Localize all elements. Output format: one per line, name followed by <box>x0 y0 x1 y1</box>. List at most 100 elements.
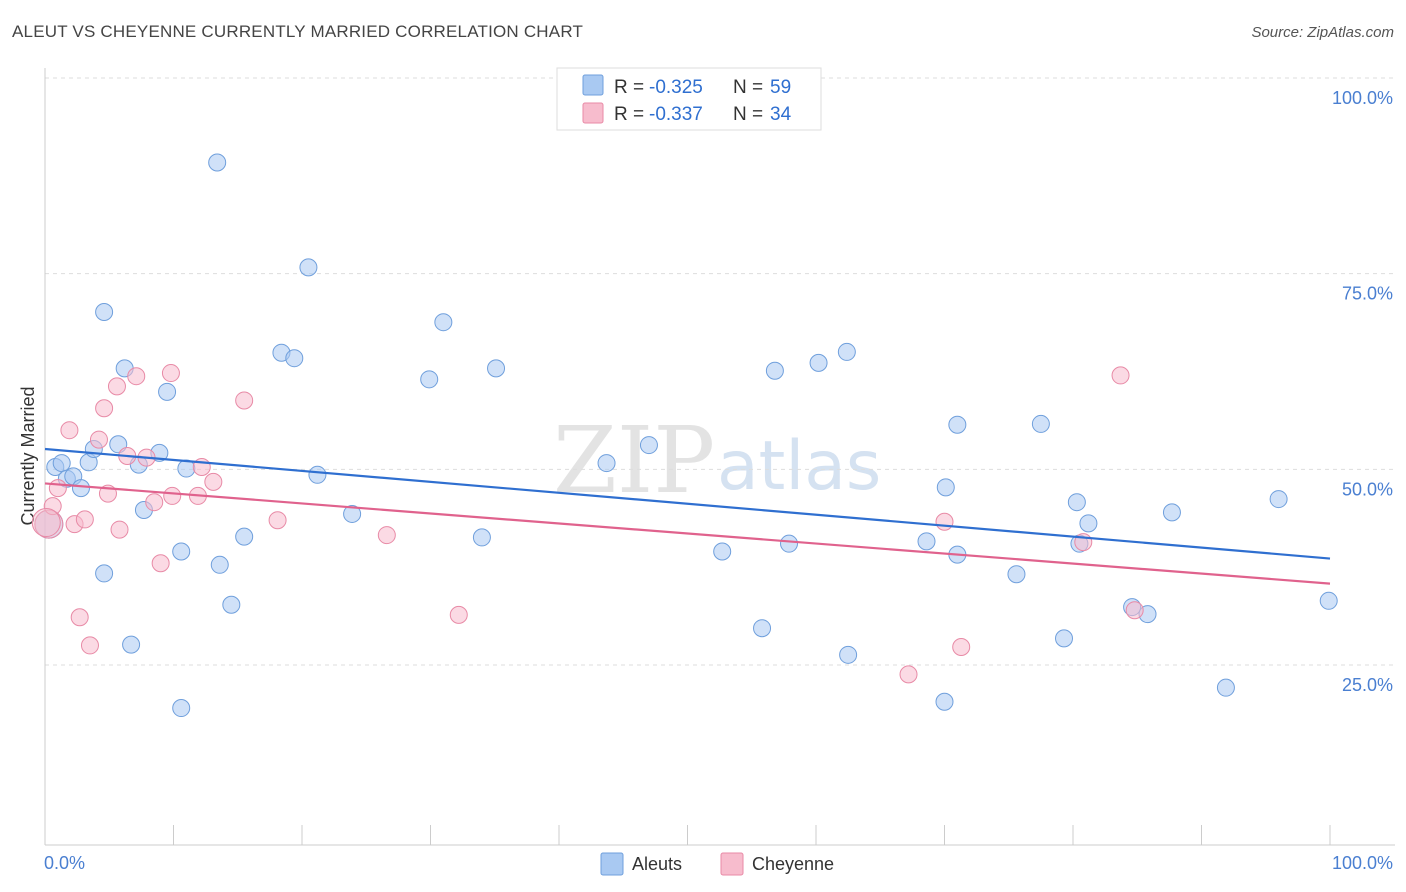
aleuts-point-56 <box>1216 678 1235 697</box>
aleuts-point-9 <box>95 303 114 322</box>
legend-label-aleuts[interactable]: Aleuts <box>632 854 682 874</box>
aleuts-point-17 <box>172 542 191 561</box>
cheyenne-point-11 <box>107 377 126 396</box>
aleuts-point-58 <box>1319 591 1338 610</box>
aleuts-point-39 <box>809 353 828 372</box>
watermark-atlas: atlas <box>717 427 881 506</box>
cheyenne-point-31 <box>1111 366 1130 385</box>
cheyenne-point-3 <box>60 421 79 440</box>
aleuts-point-50 <box>1067 493 1086 512</box>
x-tick-label-max: 100.0% <box>1332 853 1393 873</box>
aleuts-point-12 <box>122 635 141 654</box>
aleuts-point-28 <box>343 504 362 523</box>
stats-n-value-cheyenne: 34 <box>770 104 792 125</box>
cheyenne-point-14 <box>127 367 146 386</box>
stats-n-label-cheyenne: N = <box>733 104 763 125</box>
cheyenne-point-26 <box>449 605 468 624</box>
gridlines <box>45 77 1395 666</box>
aleuts-point-16 <box>158 382 177 401</box>
aleuts-point-49 <box>1055 629 1074 648</box>
aleuts-point-32 <box>487 359 506 378</box>
aleuts-point-35 <box>713 542 732 561</box>
aleuts-point-20 <box>208 153 227 172</box>
aleuts-point-5 <box>71 479 90 498</box>
aleuts-point-38 <box>780 534 799 553</box>
aleuts-point-57 <box>1269 490 1288 509</box>
stats-r-value-aleuts: -0.325 <box>649 77 703 98</box>
aleuts-point-52 <box>1079 514 1098 533</box>
stats-legend-box: R = -0.325 N = 59 R = -0.337 N = 34 <box>556 67 822 131</box>
y-tick-label-1: 75.0% <box>1342 284 1393 304</box>
aleuts-trend-line <box>44 447 1331 560</box>
aleuts-point-34 <box>639 436 658 455</box>
cheyenne-point-9 <box>95 399 114 418</box>
series-legend: Aleuts Cheyenne <box>600 852 834 876</box>
aleuts-point-25 <box>285 349 304 368</box>
aleuts-point-36 <box>753 619 772 638</box>
cheyenne-point-16 <box>145 493 164 512</box>
aleuts-point-40 <box>839 645 858 664</box>
aleuts-point-23 <box>235 527 254 546</box>
aleuts-point-48 <box>1031 414 1050 433</box>
cheyenne-point-27 <box>899 665 918 684</box>
cheyenne-point-12 <box>110 520 129 539</box>
cheyenne-point-2 <box>48 479 67 498</box>
aleuts-point-45 <box>948 415 967 434</box>
aleuts-point-55 <box>1162 503 1181 522</box>
trend-lines <box>44 447 1331 585</box>
aleuts-point-30 <box>434 313 453 332</box>
cheyenne-point-23 <box>235 391 254 410</box>
y-axis-label: Currently Married <box>18 386 38 525</box>
stats-n-label-aleuts: N = <box>733 77 763 98</box>
aleuts-point-47 <box>1007 565 1026 584</box>
chart-title: ALEUT VS CHEYENNE CURRENTLY MARRIED CORR… <box>12 22 584 41</box>
aleuts-point-2 <box>52 454 71 473</box>
cheyenne-point-29 <box>952 637 971 656</box>
stats-swatch-cheyenne <box>582 102 604 124</box>
x-axis-ticks <box>44 825 1331 845</box>
cheyenne-point-1 <box>43 497 62 516</box>
source-label: Source: ZipAtlas.com <box>1251 24 1394 41</box>
legend-swatch-aleuts[interactable] <box>600 852 624 876</box>
aleuts-point-37 <box>765 361 784 380</box>
cheyenne-point-18 <box>161 364 180 383</box>
stats-swatch-aleuts <box>582 74 604 96</box>
cheyenne-point-25 <box>377 526 396 545</box>
axes <box>44 68 1395 846</box>
aleuts-point-18 <box>172 699 191 718</box>
aleuts-point-29 <box>420 370 439 389</box>
cheyenne-point-8 <box>89 430 108 449</box>
y-axis-tick-labels: 100.0% 75.0% 50.0% 25.0% <box>1332 88 1393 695</box>
aleuts-point-27 <box>308 465 327 484</box>
cheyenne-point-22 <box>204 472 223 491</box>
stats-r-value-cheyenne: -0.337 <box>649 104 703 125</box>
cheyenne-point-5 <box>70 608 89 627</box>
y-tick-label-3: 25.0% <box>1342 675 1393 695</box>
legend-label-cheyenne[interactable]: Cheyenne <box>752 854 834 874</box>
aleuts-point-44 <box>936 478 955 497</box>
y-tick-label-0: 100.0% <box>1332 88 1393 108</box>
data-points <box>31 153 1338 718</box>
aleuts-point-26 <box>299 258 318 277</box>
aleuts-point-21 <box>210 555 229 574</box>
legend-swatch-cheyenne[interactable] <box>720 852 744 876</box>
aleuts-point-42 <box>917 532 936 551</box>
aleuts-point-43 <box>935 692 954 711</box>
aleuts-point-8 <box>95 564 114 583</box>
y-tick-label-2: 50.0% <box>1342 479 1393 499</box>
cheyenne-point-33 <box>31 508 61 538</box>
stats-r-label-aleuts: R = <box>614 77 644 98</box>
stats-r-label-cheyenne: R = <box>614 104 644 125</box>
cheyenne-trend-line <box>44 482 1331 585</box>
cheyenne-point-17 <box>151 554 170 573</box>
aleuts-point-33 <box>597 454 616 473</box>
stats-n-value-aleuts: 59 <box>770 77 791 98</box>
cheyenne-point-32 <box>1125 601 1144 620</box>
cheyenne-point-24 <box>268 511 287 530</box>
aleuts-point-41 <box>837 342 856 361</box>
cheyenne-point-6 <box>75 510 94 529</box>
cheyenne-point-19 <box>163 486 182 505</box>
cheyenne-point-7 <box>80 636 99 655</box>
x-tick-label-min: 0.0% <box>44 853 85 873</box>
